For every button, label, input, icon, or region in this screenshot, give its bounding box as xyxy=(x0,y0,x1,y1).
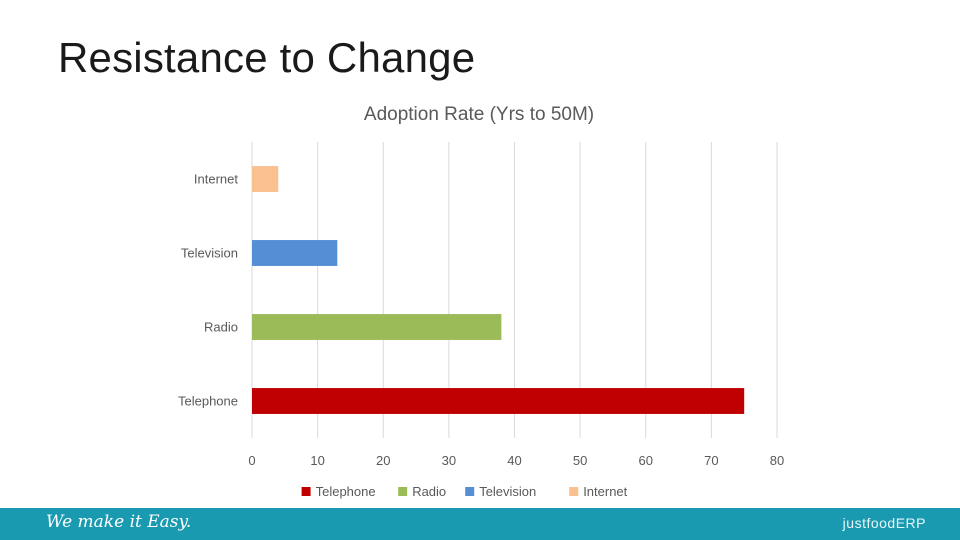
x-tick-label: 0 xyxy=(248,453,255,468)
bar-television xyxy=(252,240,338,266)
x-tick-label: 80 xyxy=(770,453,784,468)
slide-title: Resistance to Change xyxy=(58,34,476,81)
x-tick-label: 30 xyxy=(442,453,456,468)
x-tick-label: 40 xyxy=(507,453,521,468)
bar-internet xyxy=(252,166,279,192)
chart-x-tick-labels: 0 10 20 30 40 50 60 70 80 xyxy=(248,453,784,468)
footer-brand-logo: justfoodERP xyxy=(842,515,926,531)
legend-label: Radio xyxy=(412,484,446,499)
category-label: Telephone xyxy=(178,394,238,409)
chart-legend: Telephone Radio Television Internet xyxy=(301,484,628,499)
chart-title: Adoption Rate (Yrs to 50M) xyxy=(364,104,594,125)
bar-radio xyxy=(252,314,502,340)
legend-swatch xyxy=(398,487,408,496)
x-tick-label: 50 xyxy=(573,453,587,468)
legend-swatch xyxy=(301,487,311,496)
legend-swatch xyxy=(465,487,475,496)
category-label: Radio xyxy=(204,320,238,335)
footer-tagline: We make it Easy. xyxy=(46,512,192,532)
category-label: Television xyxy=(181,246,238,261)
x-tick-label: 10 xyxy=(310,453,324,468)
footer-bar: We make it Easy. justfoodERP xyxy=(0,508,960,540)
legend-swatch xyxy=(569,487,579,496)
x-tick-label: 20 xyxy=(376,453,390,468)
chart-bars xyxy=(252,166,745,414)
legend-label: Internet xyxy=(583,484,627,499)
chart-category-labels: Telephone Radio Television Internet xyxy=(178,172,238,409)
category-label: Internet xyxy=(194,172,238,187)
legend-label: Television xyxy=(479,484,536,499)
x-tick-label: 60 xyxy=(639,453,653,468)
bar-telephone xyxy=(252,388,745,414)
x-tick-label: 70 xyxy=(704,453,718,468)
legend-label: Telephone xyxy=(316,484,376,499)
